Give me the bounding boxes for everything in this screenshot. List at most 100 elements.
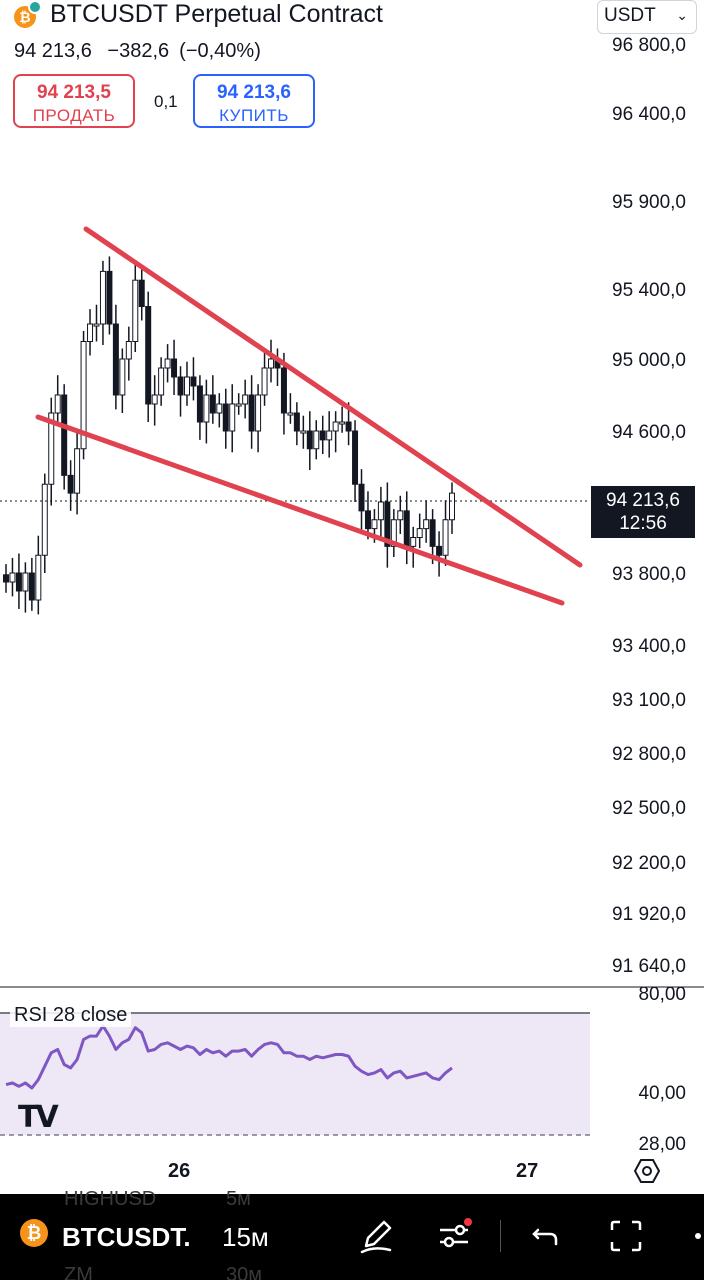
candle-body <box>216 403 223 414</box>
candle-body <box>300 430 307 434</box>
ghost-text: 5м <box>226 1188 251 1210</box>
chart-header: ₿ BTCUSDT Perpetual Contract 94 213,6 −3… <box>0 0 704 140</box>
candle-body <box>41 483 48 556</box>
candle-body <box>106 270 113 325</box>
ghost-text: HIGHUSD <box>64 1188 157 1210</box>
candle-body <box>280 367 287 414</box>
candle-body <box>332 421 339 432</box>
candle-body <box>248 394 255 432</box>
price-tick-label: 93 100,0 <box>612 690 686 711</box>
last-price: 94 213,6 <box>14 40 92 62</box>
buy-label: КУПИТЬ <box>219 106 289 125</box>
time-label-27: 27 <box>516 1160 539 1182</box>
chevron-down-icon: ⌄ <box>676 7 688 23</box>
rsi-legend[interactable]: RSI 28 close <box>10 1004 132 1027</box>
undo-icon[interactable] <box>526 1216 566 1256</box>
symbol-title[interactable]: BTCUSDT Perpetual Contract <box>50 0 383 28</box>
ghost-text: 30м <box>226 1264 262 1280</box>
candle-body <box>190 376 197 387</box>
spread-value: 0,1 <box>154 92 178 111</box>
rsi-band <box>0 1013 590 1135</box>
sell-price: 94 213,5 <box>37 82 111 103</box>
candle-body <box>352 430 359 485</box>
candle-body <box>313 430 320 450</box>
candle-body <box>319 430 326 441</box>
candle-body <box>229 403 236 432</box>
settings-icon[interactable] <box>634 1158 660 1184</box>
buy-button[interactable]: 94 213,6 КУПИТЬ <box>193 74 315 128</box>
price-tick-label: 96 800,0 <box>612 35 686 56</box>
candle-body <box>410 537 417 547</box>
candle-body <box>326 430 333 441</box>
candle-body <box>429 519 436 547</box>
currency-select[interactable]: USDT ⌄ <box>597 0 697 34</box>
candle-body <box>177 376 184 396</box>
candle-body <box>28 572 35 601</box>
exchange-badge-icon <box>28 0 42 14</box>
candle-body <box>242 394 249 405</box>
time-label-26: 26 <box>168 1160 191 1182</box>
candle-body <box>158 367 165 396</box>
candle-body <box>339 421 346 425</box>
current-price-tag: 94 213,6 12:56 <box>591 486 695 538</box>
candle-body <box>22 572 29 592</box>
price-chart[interactable]: 96 800,0 96 400,0 95 900,0 95 400,0 95 000,0… <box>0 0 704 1194</box>
candle-body <box>171 358 178 378</box>
candle-body <box>235 403 242 407</box>
candle-body <box>397 510 404 521</box>
candle-body <box>48 412 55 485</box>
lower-trendline[interactable] <box>35 414 565 606</box>
candle-body <box>80 341 87 450</box>
candle-body <box>345 421 352 432</box>
price-tick-label: 92 800,0 <box>612 744 686 765</box>
price-tick-label: 95 400,0 <box>612 280 686 301</box>
candle-body <box>423 519 430 530</box>
ghost-text: ZM <box>64 1264 93 1280</box>
candle-body <box>67 474 74 494</box>
fullscreen-icon[interactable] <box>606 1216 646 1256</box>
candle-body <box>119 358 126 396</box>
candle-body <box>436 545 443 556</box>
interval-switcher[interactable]: 15м <box>222 1222 269 1252</box>
candle-body <box>74 448 81 494</box>
price-tick-label: 95 900,0 <box>612 192 686 213</box>
price-axis: 96 800,0 96 400,0 95 900,0 95 400,0 95 000,0… <box>612 35 686 977</box>
candle-body <box>164 358 171 369</box>
candle-body <box>209 394 216 414</box>
sell-button[interactable]: 94 213,5 ПРОДАТЬ <box>13 74 135 128</box>
rsi-tick-label: 28,00 <box>638 1134 686 1155</box>
candle-body <box>132 279 139 343</box>
pen-drawing-icon[interactable] <box>356 1216 396 1256</box>
rsi-tick-label: 40,00 <box>638 1083 686 1104</box>
candle-body <box>112 323 119 396</box>
currency-value: USDT <box>604 5 656 26</box>
bitcoin-coin-icon: ₿ <box>20 1219 48 1247</box>
price-tick-label: 93 800,0 <box>612 564 686 585</box>
candle-body <box>138 279 145 308</box>
candle-body <box>151 394 158 405</box>
candle-body <box>364 510 371 530</box>
rsi-line <box>5 1024 453 1090</box>
buy-price: 94 213,6 <box>217 82 291 103</box>
candle-body <box>35 554 42 601</box>
indicators-icon[interactable] <box>434 1216 474 1256</box>
candle-body <box>390 519 397 547</box>
upper-trendline[interactable] <box>83 226 583 568</box>
price-tick-label: 96 400,0 <box>612 104 686 125</box>
current-price-value: 94 213,6 <box>606 490 680 511</box>
tradingview-logo-icon[interactable]: 𝗧𝗩 <box>18 1101 59 1134</box>
candle-body <box>293 412 300 432</box>
price-tick-label: 92 200,0 <box>612 853 686 874</box>
candle-body <box>3 574 9 583</box>
price-tick-label: 93 400,0 <box>612 636 686 657</box>
candle-body <box>449 492 455 521</box>
price-tick-label: 91 640,0 <box>612 956 686 977</box>
candle-body <box>125 341 132 360</box>
symbol-switcher[interactable]: BTCUSDT. <box>62 1222 191 1252</box>
toolbar-divider <box>500 1220 501 1252</box>
more-icon[interactable] <box>688 1216 704 1256</box>
candle-body <box>416 528 423 538</box>
candle-body <box>183 376 190 396</box>
change-abs: −382,6 <box>107 40 170 62</box>
candle-body <box>371 519 378 530</box>
